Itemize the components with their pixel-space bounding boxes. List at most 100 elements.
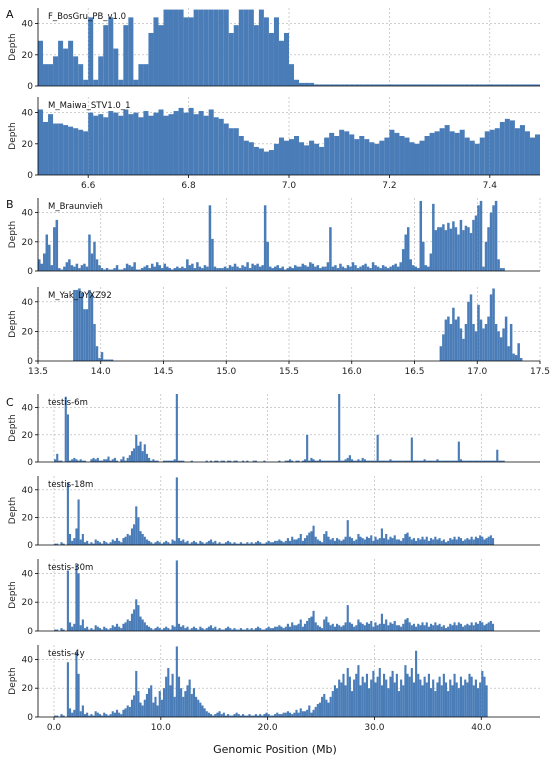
bar: [404, 665, 407, 717]
bar: [380, 460, 383, 462]
bar: [183, 112, 189, 175]
bar: [94, 711, 97, 717]
bar: [468, 673, 471, 717]
bar: [158, 265, 161, 271]
bar: [344, 536, 347, 545]
x-tick-label: 20.0: [258, 723, 278, 733]
bar: [175, 477, 178, 545]
bar: [325, 699, 328, 717]
bar: [382, 460, 386, 462]
bar: [88, 543, 91, 545]
bar: [481, 536, 484, 545]
bar: [308, 532, 311, 545]
bar: [224, 628, 228, 631]
bar: [263, 543, 266, 545]
panel-letter: C: [6, 396, 14, 409]
bar: [519, 358, 523, 361]
bar: [126, 457, 129, 462]
bar: [289, 712, 292, 717]
bar: [489, 294, 493, 361]
bar: [380, 528, 383, 545]
bar: [209, 714, 213, 717]
bar: [376, 539, 379, 545]
bar: [231, 266, 234, 271]
bar: [432, 460, 435, 462]
bar: [92, 715, 95, 717]
bar: [280, 540, 283, 545]
bar: [472, 625, 475, 631]
bar: [453, 622, 456, 631]
bar: [389, 536, 392, 545]
bar: [474, 84, 480, 86]
bar: [160, 699, 163, 717]
bar: [429, 460, 433, 462]
bar: [98, 714, 102, 717]
bar: [103, 626, 106, 631]
bar: [451, 460, 454, 462]
bar: [188, 107, 194, 175]
bar: [145, 539, 149, 545]
bar: [303, 538, 307, 545]
bar: [95, 346, 99, 361]
bar: [73, 128, 79, 175]
bar: [248, 268, 252, 271]
bar: [40, 263, 44, 271]
bar: [133, 79, 139, 86]
bar: [105, 542, 108, 545]
y-tick-label: 20: [22, 140, 34, 150]
bar: [145, 625, 149, 631]
bar: [462, 685, 465, 717]
x-axis-label: Genomic Position (Mb): [213, 743, 337, 756]
bar: [502, 328, 505, 361]
bar: [98, 358, 101, 361]
bar: [339, 129, 345, 175]
bar: [137, 445, 140, 462]
bar: [167, 668, 170, 717]
bar: [491, 538, 495, 545]
bar: [369, 84, 375, 86]
bar: [444, 460, 448, 462]
bar: [455, 460, 458, 462]
bar: [484, 241, 488, 271]
bar: [177, 538, 181, 545]
x-tick-label: 6.6: [81, 181, 96, 191]
bar: [459, 219, 463, 271]
bar: [334, 84, 340, 86]
bar: [346, 605, 349, 631]
bar: [354, 84, 360, 86]
bar: [436, 682, 439, 717]
bar: [529, 137, 535, 175]
bar: [237, 714, 240, 717]
bar: [190, 542, 193, 545]
bar: [63, 125, 69, 175]
bar: [60, 628, 63, 631]
bar: [128, 535, 131, 545]
bar: [81, 705, 84, 717]
bar: [534, 134, 540, 175]
bar: [265, 628, 268, 631]
bar: [339, 84, 345, 86]
bar: [459, 328, 463, 361]
bar: [331, 266, 335, 271]
bar: [231, 543, 234, 545]
bar: [248, 629, 251, 631]
bar: [263, 460, 266, 462]
bar: [60, 269, 64, 271]
bar: [489, 84, 495, 86]
bar: [402, 623, 405, 631]
bar: [494, 84, 500, 86]
bar: [408, 460, 411, 462]
bar: [113, 268, 116, 271]
bar: [205, 628, 208, 631]
y-tick-label: 0: [27, 627, 33, 637]
bar: [184, 628, 187, 631]
bar: [123, 109, 129, 175]
bar: [186, 259, 189, 271]
bar: [53, 227, 56, 271]
bar: [421, 685, 424, 717]
bar: [444, 84, 450, 86]
bar: [163, 9, 169, 87]
bar: [464, 625, 467, 631]
bar: [452, 307, 455, 361]
